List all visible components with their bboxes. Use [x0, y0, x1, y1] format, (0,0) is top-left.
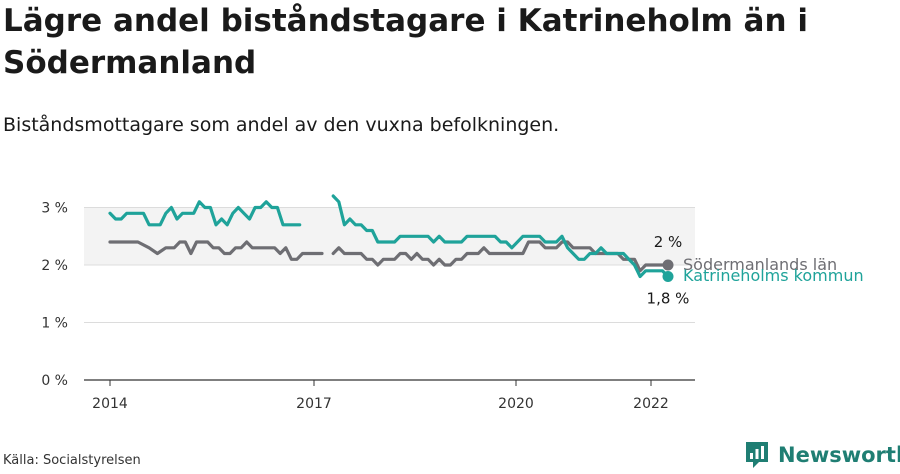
katrineholm-series-label: Katrineholms kommun	[683, 266, 864, 285]
katrineholm-line-segment-2	[331, 194, 670, 279]
chart-subtitle: Biståndsmottagare som andel av den vuxna…	[3, 114, 560, 136]
katrineholm-end-value: 1,8 %	[647, 290, 690, 308]
brand-logo: Newsworthy	[744, 440, 900, 470]
reference-band	[84, 207, 695, 265]
y-tick-label: 3 %	[41, 201, 68, 217]
katrineholm-line-segment-1	[108, 200, 302, 227]
brand-name: Newsworthy	[778, 443, 900, 467]
newsworthy-logo-icon	[746, 442, 768, 468]
x-tick-label: 2020	[498, 396, 534, 412]
sodermanland-end-value: 2 %	[654, 233, 683, 251]
sodermanland-line-segment-2	[331, 240, 670, 273]
x-tick-label: 2017	[296, 396, 332, 412]
y-tick-label: 1 %	[41, 316, 68, 332]
line-chart: 0 % 1 % 2 % 3 % 2014 2017 2020 2022 2 % 1,8 % Sö…	[41, 194, 864, 412]
katrineholm-end-marker	[662, 271, 674, 282]
x-tick-label: 2022	[633, 396, 669, 412]
source-note: Källa: Socialstyrelsen	[3, 453, 141, 468]
sodermanland-line-segment-1	[108, 240, 324, 261]
x-tick-label: 2014	[92, 396, 128, 412]
y-tick-label: 0 %	[41, 373, 68, 389]
y-tick-label: 2 %	[41, 258, 68, 274]
chart-title: Lägre andel biståndstagare i Katrineholm…	[3, 3, 808, 81]
sodermanland-end-marker	[662, 259, 674, 271]
sodermanland-series-label: Södermanlands län	[683, 255, 837, 274]
